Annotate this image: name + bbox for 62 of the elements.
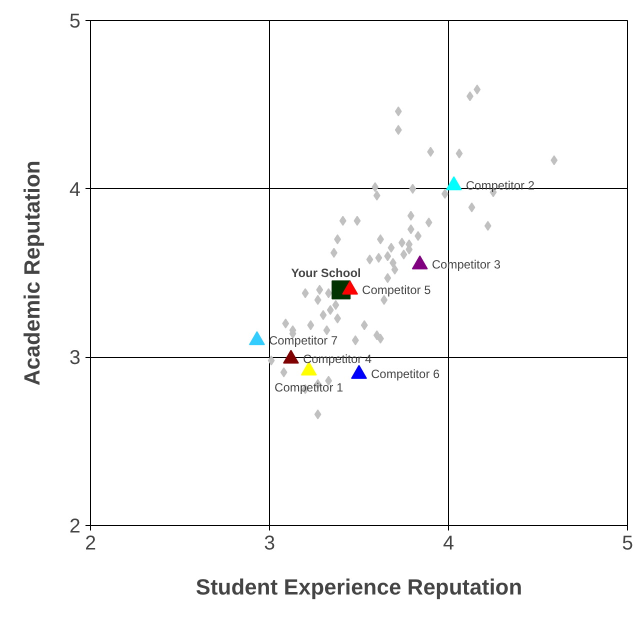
point	[330, 248, 338, 258]
point	[302, 288, 309, 298]
point	[384, 273, 392, 284]
point	[384, 251, 392, 262]
point	[372, 182, 379, 192]
point	[376, 234, 384, 244]
point	[334, 234, 342, 244]
point	[339, 216, 346, 226]
point	[376, 334, 384, 344]
point	[314, 409, 322, 420]
point	[456, 148, 463, 158]
x-tick-label: 2	[84, 532, 96, 554]
point	[354, 216, 361, 226]
point	[484, 220, 492, 231]
point	[388, 242, 395, 253]
y-axis-title: Academic Reputation	[19, 160, 44, 386]
point	[474, 84, 481, 95]
point	[320, 310, 327, 320]
point	[391, 264, 398, 275]
y-tick-label: 2	[69, 516, 80, 538]
y-tick-label: 5	[69, 10, 80, 32]
point	[468, 202, 476, 212]
point	[409, 184, 416, 194]
point	[280, 367, 288, 378]
point	[307, 320, 314, 330]
point	[323, 325, 330, 336]
point	[352, 335, 359, 346]
series-label: Your School	[291, 266, 361, 280]
point	[407, 224, 414, 234]
point	[360, 320, 368, 330]
point	[394, 124, 402, 135]
series-label: Competitor 5	[362, 282, 432, 297]
series-label: Competitor 6	[371, 367, 440, 381]
point	[425, 218, 432, 228]
point	[466, 91, 474, 102]
point	[414, 230, 422, 241]
point	[325, 288, 332, 298]
x-axis-title: Student Experience Reputation	[196, 574, 522, 600]
point	[366, 254, 374, 265]
x-tick-label: 5	[622, 532, 634, 554]
y-tick-label: 3	[69, 347, 80, 370]
point	[390, 258, 397, 268]
point	[400, 249, 408, 260]
point	[398, 238, 406, 248]
point	[373, 190, 380, 201]
point	[441, 188, 448, 199]
point	[268, 356, 275, 366]
point	[375, 252, 382, 263]
point	[326, 305, 334, 316]
point	[316, 284, 324, 295]
series-label: Competitor 1	[274, 380, 344, 395]
y-tick-label: 4	[69, 178, 80, 201]
x-tick-label: 3	[264, 532, 276, 554]
point	[282, 318, 290, 328]
point	[394, 106, 402, 116]
point	[314, 294, 322, 305]
point	[334, 313, 342, 324]
point	[407, 210, 414, 221]
point	[550, 155, 558, 166]
point	[427, 146, 434, 157]
point	[332, 300, 340, 310]
x-tick-label: 4	[442, 532, 454, 554]
